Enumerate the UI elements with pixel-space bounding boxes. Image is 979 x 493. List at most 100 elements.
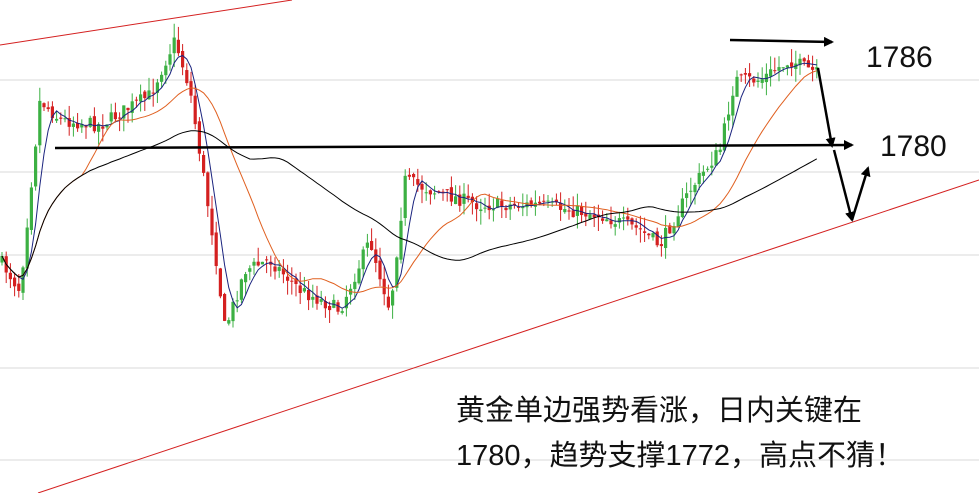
key-level-label: 1780 [880,130,947,163]
candle-body [554,199,558,203]
candle-body [130,101,134,113]
candle-body [202,155,206,173]
candle-body [496,198,500,208]
candle-body [168,54,172,65]
candle-body [626,216,630,220]
candle-body [811,66,815,70]
pullback-arrow [832,149,855,222]
candle-body [244,274,248,283]
candle-body [361,249,365,270]
candle-body [580,205,584,216]
candle-body [659,244,663,247]
candle-body [76,122,80,129]
candle-body [67,118,71,127]
candle-body [697,172,701,185]
candle-body [798,58,802,66]
rebound-arrow [850,166,871,221]
candle-body [80,123,84,128]
candle-body [441,191,445,193]
candle-body [239,279,243,300]
candle-body [802,58,806,62]
candle-body [302,288,306,292]
candle-body [563,209,567,213]
candle-body [307,289,311,301]
candle-body [689,190,693,192]
candle-body [680,198,684,218]
candle-body [357,268,361,284]
candle-body [424,192,428,194]
candle-body [735,76,739,97]
candle-body [248,268,252,272]
candle-body [433,193,437,195]
candle-body [46,107,50,110]
candle-body [344,296,348,309]
candle-body [185,70,189,84]
candle-body [328,305,332,311]
candle-body [97,124,101,132]
candle-body [764,73,768,83]
candle-body [760,79,764,83]
candle-body [101,126,105,129]
candle-body [298,285,302,294]
candle-body [370,241,374,250]
candle-body [601,218,605,221]
candle-body [55,118,59,121]
high-level-arrow [729,36,834,47]
candle-body [630,218,634,225]
candle-body [529,200,533,206]
candle-body [29,187,33,230]
candle-body [109,112,113,122]
candle-body [647,233,651,236]
candle-body [638,228,642,230]
candle-body [567,210,571,212]
candle-body [181,50,185,68]
candle-body [592,214,596,218]
candle-body [605,219,609,222]
resistance-trendline [0,0,293,46]
moving-averages [1,55,818,309]
candle-body [559,202,563,210]
candle-body [210,208,214,236]
candle-body [84,126,88,128]
candle-body [59,117,63,119]
candle-body [403,175,407,219]
candle-body [34,146,38,187]
candle-body [50,106,54,119]
candle-body [378,260,382,280]
candle-body [311,296,315,300]
candle-body [676,216,680,228]
candle-body [651,233,655,238]
candle-body [609,220,613,225]
candle-body [756,80,760,82]
candle-body [668,225,672,234]
candle-body [365,242,369,248]
candle-body [252,261,256,266]
candle-body [92,116,96,132]
candle-body [655,231,659,246]
note-line: 1780，趋势支撑1772，高点不猜！ [456,439,904,472]
candle-body [118,117,122,119]
candle-body [672,226,676,234]
candle-body [407,174,411,177]
candle-body [731,95,735,116]
candle-body [634,225,638,228]
candle-body [777,67,781,71]
candle-body [710,165,714,168]
candle-body [218,268,222,297]
candle-body [542,200,546,202]
candle-body [781,67,785,69]
candle-body [748,73,752,77]
candle-body [134,99,138,101]
candle-body [491,209,495,211]
candle-body [588,214,592,220]
candle-body [622,217,626,219]
candle-body [0,256,4,263]
candle-body [437,191,441,193]
candle-body [693,184,697,193]
candle-body [475,203,479,210]
moving-average [1,130,818,278]
candle-body [752,78,756,83]
candle-body [500,200,504,207]
key-level-line [54,140,854,151]
candle-body [256,261,260,266]
